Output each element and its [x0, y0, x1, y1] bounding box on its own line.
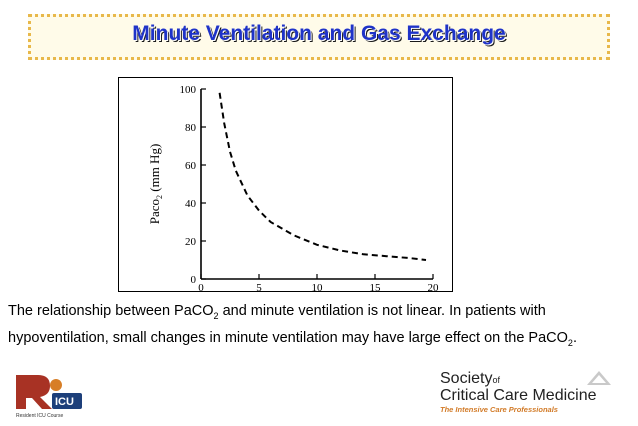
x-tick-label: 15 — [370, 282, 382, 291]
caption-sub-2: 2 — [567, 337, 573, 348]
ricu-logo-icon: ICU Resident ICU Course — [16, 375, 82, 419]
slide-title: Minute Ventilation and Gas Exchange — [132, 22, 506, 45]
footer — [0, 368, 638, 426]
chart-frame: 0 5 10 15 20 0 20 40 60 80 100 Paco2 (mm Hg) — [118, 77, 453, 292]
x-tick-label: 10 — [312, 282, 324, 291]
caption-sub-1: 2 — [213, 310, 219, 321]
sccm-line1: Societyof — [440, 370, 500, 388]
x-tick-label: 20 — [428, 282, 440, 291]
ricu-tagline: Resident ICU Course — [16, 413, 63, 419]
y-tick-label: 0 — [191, 274, 197, 286]
chart: 0 5 10 15 20 0 20 40 60 80 100 Paco2 (mm Hg) — [147, 84, 440, 291]
y-tick-label: 100 — [180, 84, 197, 96]
x-tick-label: 0 — [198, 282, 204, 291]
y-tick-label: 20 — [185, 236, 197, 248]
sccm-society: Society — [440, 370, 493, 387]
y-tick-label: 80 — [185, 122, 197, 134]
sccm-of: of — [492, 375, 500, 385]
ricu-logo: ICU Resident ICU Course — [14, 373, 134, 424]
sccm-line2: Critical Care Medicine — [440, 387, 597, 404]
x-tick-label: 5 — [256, 282, 262, 291]
y-tick-label: 60 — [185, 160, 197, 172]
caption-text-2: and minute ventilation is not linear. In… — [8, 303, 568, 346]
caption-text-3: . — [572, 329, 577, 346]
caption: The relationship between PaCO2 and minut… — [8, 300, 633, 354]
y-axis-title: Paco2 (mm Hg) — [147, 144, 164, 225]
sccm-triangle-icon — [587, 371, 611, 385]
caption-text-1: The relationship between PaCO — [8, 303, 214, 319]
title-frame — [28, 14, 610, 60]
y-tick-label: 40 — [185, 198, 197, 210]
sccm-tagline: The Intensive Care Professionals — [440, 405, 558, 414]
series-line — [218, 92, 427, 261]
svg-text:ICU: ICU — [55, 396, 74, 408]
